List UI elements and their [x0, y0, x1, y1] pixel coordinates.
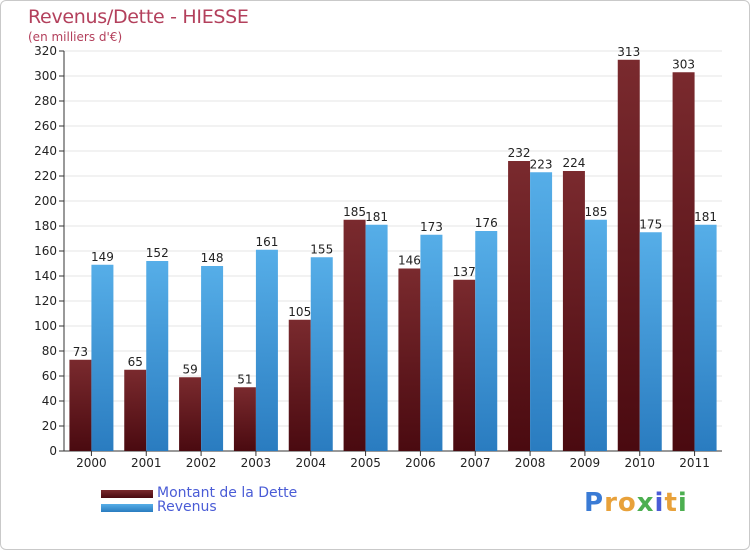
bar-debt	[179, 377, 202, 451]
y-tick-label: 220	[34, 169, 57, 183]
y-tick-label: 280	[34, 94, 57, 108]
bar-debt	[233, 387, 256, 451]
bar-revenue	[255, 249, 278, 451]
y-tick-label: 60	[42, 369, 57, 383]
x-tick-label: 2006	[405, 456, 436, 470]
bar-debt	[617, 59, 640, 451]
logo-letter: r	[604, 488, 618, 518]
x-tick-label: 2008	[515, 456, 546, 470]
data-label-revenue: 148	[201, 251, 224, 265]
data-label-revenue: 149	[91, 250, 114, 264]
y-tick-label: 240	[34, 144, 57, 158]
bar-revenue	[146, 261, 169, 451]
data-label-debt: 65	[128, 355, 143, 369]
y-tick-label: 300	[34, 69, 57, 83]
y-tick-label: 120	[34, 294, 57, 308]
logo-letter: t	[664, 488, 678, 518]
y-tick-label: 140	[34, 269, 57, 283]
legend-swatch-debt	[101, 490, 153, 498]
y-tick-label: 100	[34, 319, 57, 333]
bar-revenue	[365, 224, 388, 451]
x-tick-label: 2002	[186, 456, 217, 470]
bar-revenue	[91, 264, 114, 451]
bar-revenue	[584, 219, 607, 451]
x-tick-label: 2009	[570, 456, 601, 470]
logo-letter: P	[584, 488, 605, 518]
bar-debt	[398, 268, 421, 451]
data-label-debt: 105	[288, 305, 311, 319]
data-label-revenue: 223	[530, 157, 553, 171]
bar-debt	[69, 359, 92, 451]
y-tick-label: 160	[34, 244, 57, 258]
x-tick-label: 2001	[131, 456, 162, 470]
y-tick-label: 200	[34, 194, 57, 208]
x-tick-label: 2011	[679, 456, 710, 470]
logo-letter: x	[636, 488, 655, 518]
data-label-revenue: 176	[475, 216, 498, 230]
legend-label-debt: Montant de la Dette	[157, 485, 298, 501]
data-label-debt: 313	[617, 45, 640, 59]
y-tick-label: 320	[34, 44, 57, 58]
bar-revenue	[201, 266, 224, 451]
logo-letter: i	[677, 488, 688, 518]
bar-revenue	[475, 231, 498, 451]
logo-letter: i	[654, 488, 665, 518]
y-tick-label: 260	[34, 119, 57, 133]
data-label-revenue: 175	[639, 217, 662, 231]
y-tick-label: 180	[34, 219, 57, 233]
data-label-debt: 232	[508, 146, 531, 160]
data-label-revenue: 181	[365, 210, 388, 224]
bar-revenue	[420, 234, 443, 451]
bar-revenue	[694, 224, 717, 451]
proxiti-logo: Proxiti	[584, 488, 688, 518]
legend-label-revenue: Revenus	[157, 499, 217, 515]
x-tick-label: 2005	[350, 456, 381, 470]
data-label-debt: 51	[237, 372, 252, 386]
y-tick-label: 20	[42, 419, 57, 433]
x-tick-label: 2004	[295, 456, 326, 470]
data-label-revenue: 152	[146, 246, 169, 260]
bar-debt	[288, 319, 311, 451]
x-tick-label: 2010	[624, 456, 655, 470]
y-tick-label: 0	[49, 444, 57, 458]
y-tick-label: 40	[42, 394, 57, 408]
data-label-debt: 59	[182, 362, 197, 376]
bar-revenue	[310, 257, 333, 451]
x-tick-label: 2003	[241, 456, 272, 470]
bar-debt	[453, 279, 476, 451]
bar-revenue	[639, 232, 662, 451]
data-label-debt: 73	[73, 345, 88, 359]
logo-letter: o	[617, 488, 637, 518]
y-tick-label: 80	[42, 344, 57, 358]
bar-revenue	[530, 172, 553, 451]
data-label-revenue: 181	[694, 210, 717, 224]
data-label-debt: 146	[398, 254, 421, 268]
data-label-debt: 303	[672, 57, 695, 71]
data-label-revenue: 161	[255, 235, 278, 249]
data-label-revenue: 155	[310, 242, 333, 256]
bar-debt	[124, 369, 147, 451]
legend-swatch-revenue	[101, 504, 153, 512]
bar-debt	[343, 219, 366, 451]
data-label-debt: 224	[562, 156, 585, 170]
bar-debt	[672, 72, 695, 451]
bar-debt	[562, 171, 585, 451]
data-label-revenue: 185	[584, 205, 607, 219]
chart-title: Revenus/Dette - HIESSE	[28, 6, 249, 28]
data-label-debt: 185	[343, 205, 366, 219]
chart-subtitle: (en milliers d'€)	[28, 30, 123, 44]
data-label-revenue: 173	[420, 220, 443, 234]
bar-debt	[508, 161, 531, 451]
data-label-debt: 137	[453, 265, 476, 279]
x-tick-label: 2007	[460, 456, 491, 470]
x-tick-label: 2000	[76, 456, 107, 470]
